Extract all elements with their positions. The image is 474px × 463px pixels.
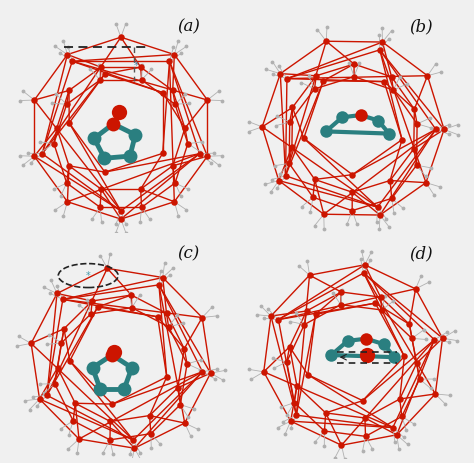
Text: *: * [86,270,91,281]
Text: (b): (b) [409,19,432,35]
Text: (d): (d) [409,245,432,262]
Text: *: * [134,61,138,71]
Text: (a): (a) [177,19,200,35]
Text: (c): (c) [177,245,200,262]
